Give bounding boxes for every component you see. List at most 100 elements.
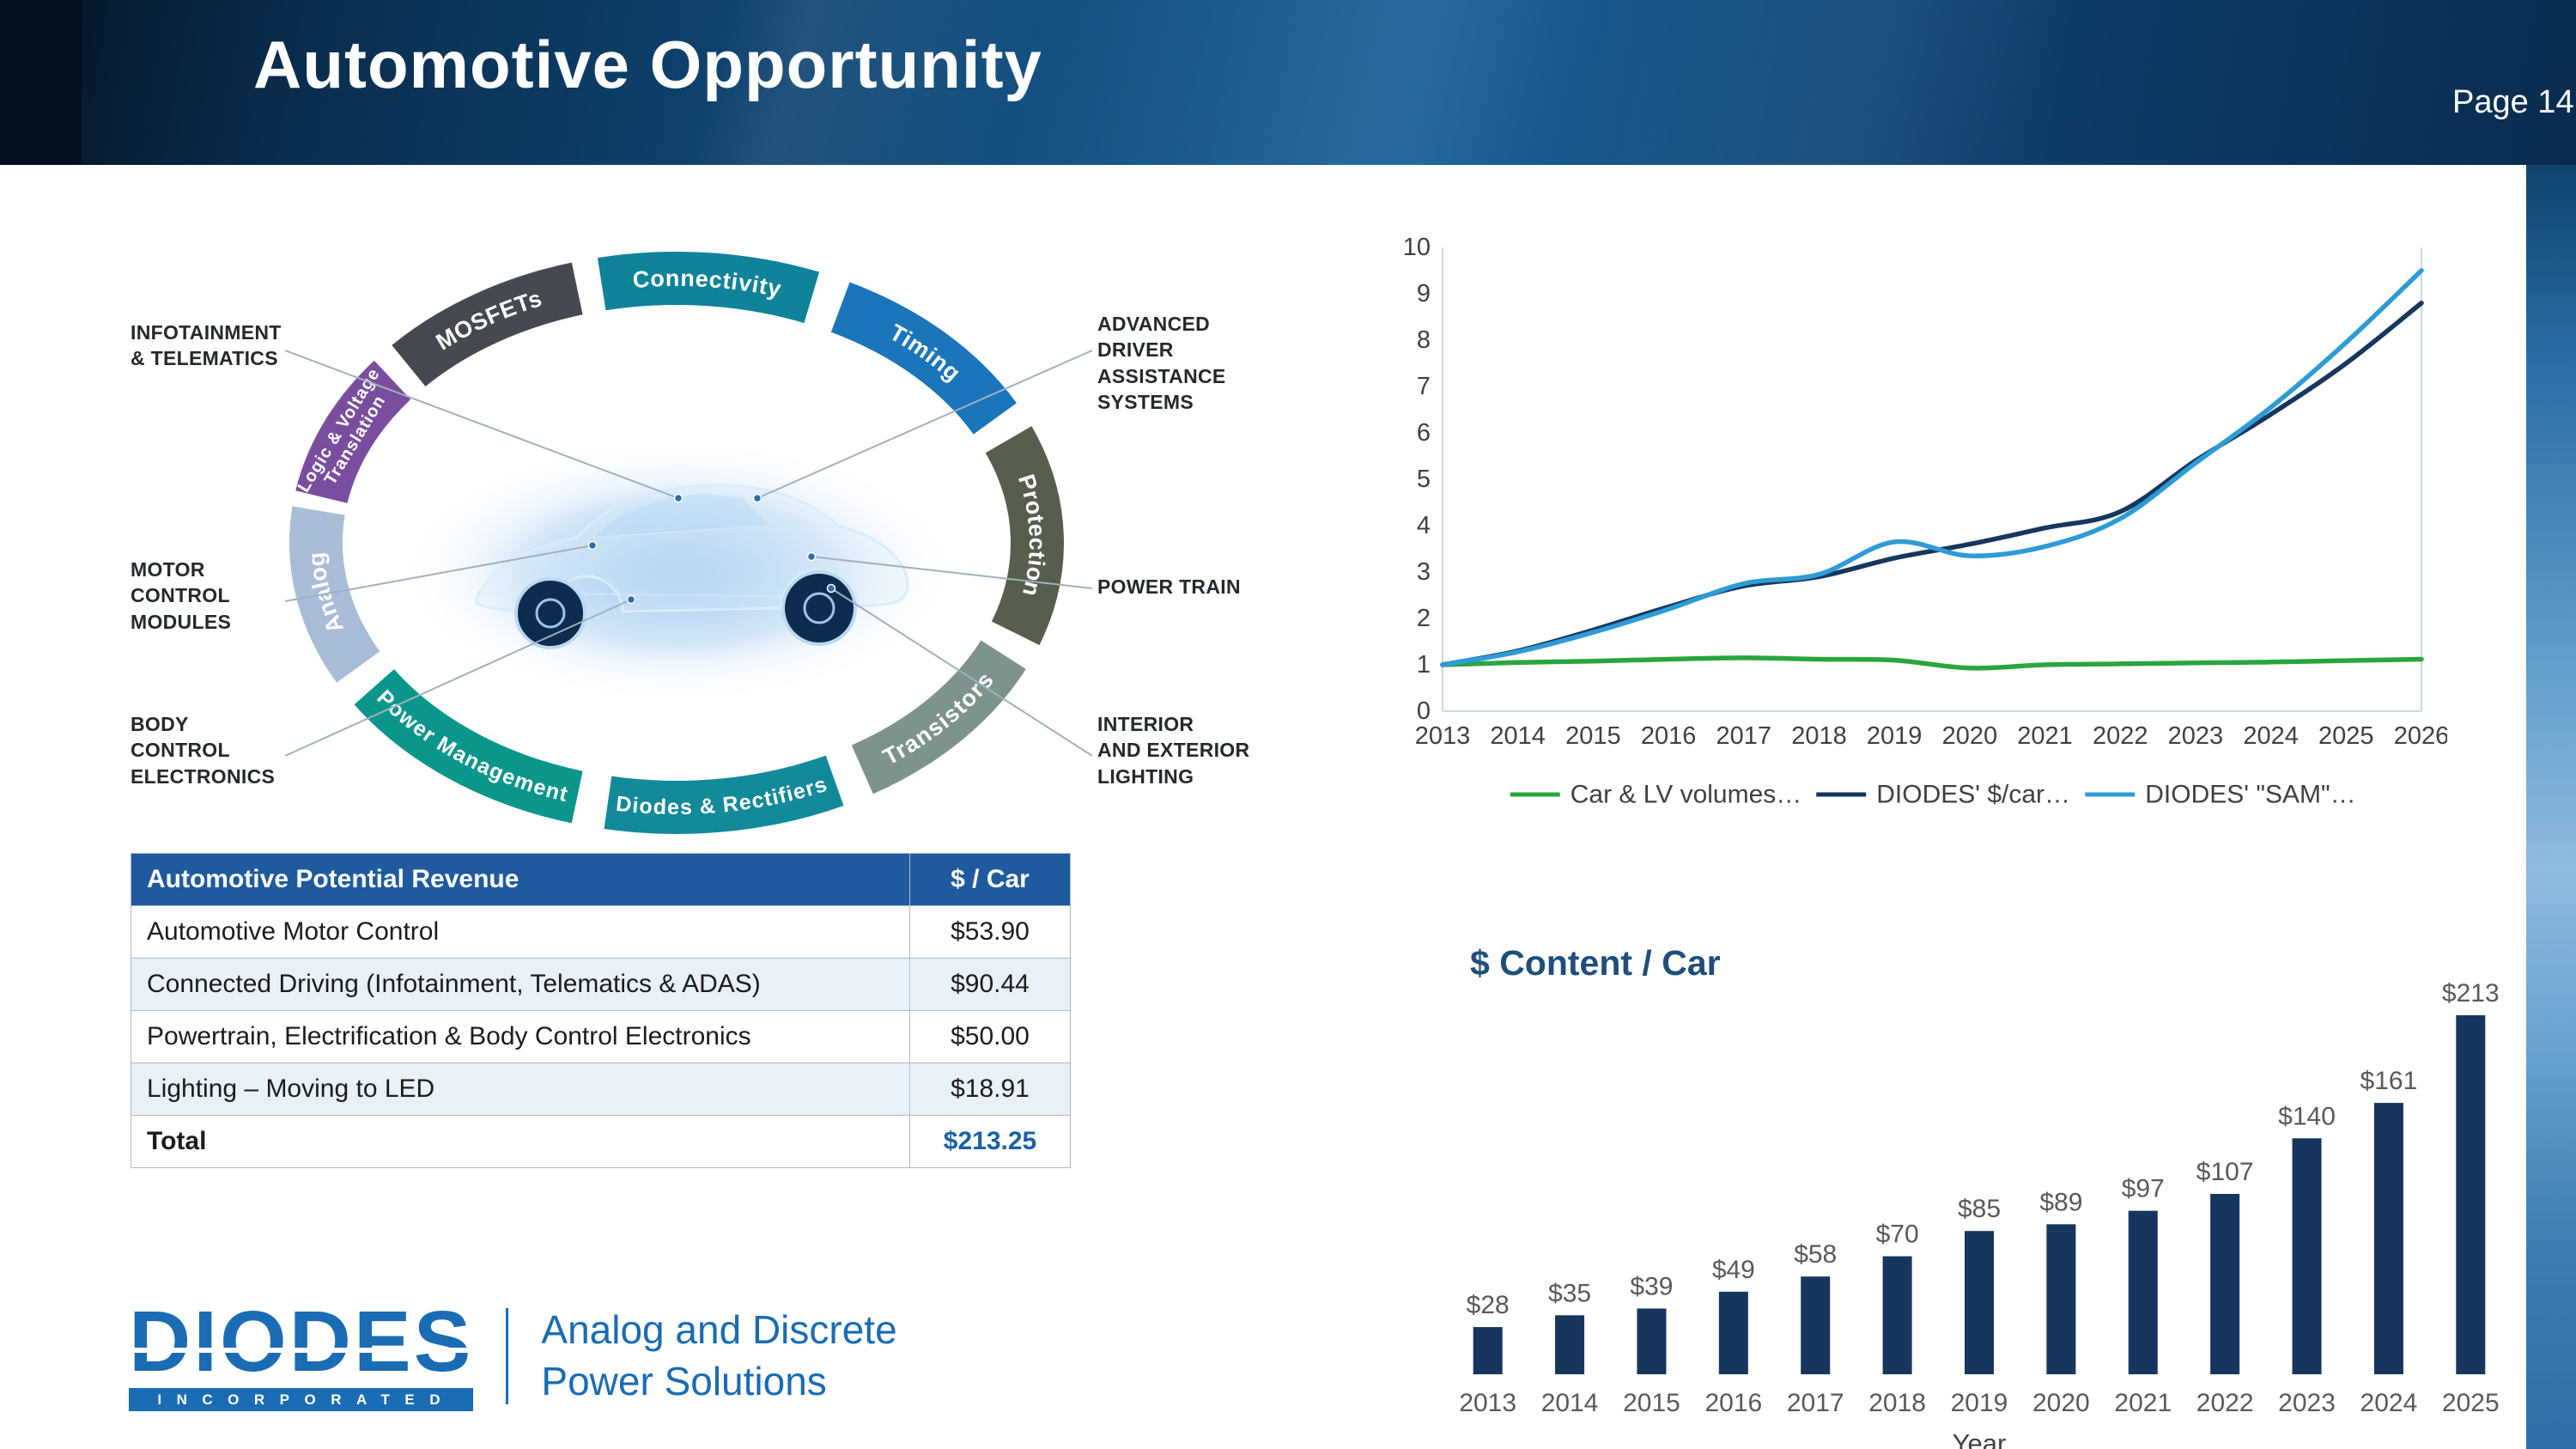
growth-line-chart: 0 1 2 3 4 5 6 7 8 9 10 2013 2014 2015 2016 2017 2018 2019… xyxy=(1382,230,2450,853)
leader-line xyxy=(284,545,593,602)
x-axis-ticks: 2013 2014 2015 2016 2017 2018 2019 2020 2021 2022… xyxy=(1415,722,2450,750)
bar-value-label: $213 xyxy=(2442,979,2500,1008)
x-tick-label: 2016 xyxy=(1641,722,1697,750)
table-row: Powertrain, Electrification & Body Contr… xyxy=(131,1010,1071,1063)
leader-line xyxy=(811,556,1093,589)
bar-value-label: $35 xyxy=(1548,1279,1591,1307)
y-tick-label: 1 xyxy=(1417,651,1431,679)
connection-dot xyxy=(826,583,836,594)
bar-x-label: 2025 xyxy=(2442,1389,2500,1417)
bar-x-label: 2021 xyxy=(2114,1389,2172,1417)
bar-value-label: $97 xyxy=(2122,1175,2165,1203)
bar-x-label: 2018 xyxy=(1868,1389,1926,1417)
table-header-row: Automotive Potential Revenue $ / Car xyxy=(131,853,1071,906)
x-tick-label: 2020 xyxy=(1942,722,1998,750)
series-line-car-lv-volumes xyxy=(1440,655,2424,671)
bar-x-label: 2020 xyxy=(2032,1389,2090,1417)
y-tick-label: 7 xyxy=(1417,373,1431,400)
y-axis-ticks: 0 1 2 3 4 5 6 7 8 9 10 xyxy=(1403,234,1431,725)
series-line-diodes-car xyxy=(1440,301,2424,667)
y-tick-label: 9 xyxy=(1417,280,1431,307)
y-tick-label: 3 xyxy=(1417,558,1431,586)
bar-value-label: $39 xyxy=(1630,1272,1673,1300)
row-value: $53.90 xyxy=(909,905,1071,959)
leader-line xyxy=(284,350,679,499)
callout-advanced-driver-assistance-systems: ADVANCED DRIVER ASSISTANCE SYSTEMS xyxy=(1097,313,1226,414)
table-row: Lighting – Moving to LED $18.91 xyxy=(131,1062,1071,1116)
legend: Car & LV volumes… DIODES' $/car… DIODES' "… xyxy=(1510,781,2356,809)
segment-arc-protection xyxy=(985,426,1064,646)
bar-value-label: $161 xyxy=(2360,1067,2418,1095)
right-gradient-band xyxy=(2526,0,2576,1449)
x-axis-title: Year xyxy=(1953,1428,2007,1449)
segment-arc-diodes-rectifiers xyxy=(604,755,844,834)
diodes-logo: DIODES INCORPORATED Analog and Discrete … xyxy=(129,1299,897,1411)
table-header-per-car: $ / Car xyxy=(909,853,1071,906)
leader-line xyxy=(756,350,1093,499)
bar-2015 xyxy=(1637,1308,1667,1374)
row-value: $50.00 xyxy=(909,1010,1071,1063)
bar-2014 xyxy=(1555,1315,1585,1374)
automotive-segments-diagram: MOSFETsConnectivityTimingProtectionTrans… xyxy=(284,251,1093,834)
logo-divider xyxy=(506,1308,509,1404)
row-label: Automotive Motor Control xyxy=(131,905,910,959)
x-tick-label: 2021 xyxy=(2017,722,2073,750)
bar-value-label: $85 xyxy=(1958,1195,2001,1223)
total-value: $213.25 xyxy=(909,1115,1071,1168)
x-tick-label: 2024 xyxy=(2243,722,2299,750)
bar-2017 xyxy=(1801,1276,1831,1374)
potential-revenue-table: Automotive Potential Revenue $ / Car Aut… xyxy=(131,853,1071,1168)
bar-value-label: $70 xyxy=(1876,1221,1919,1249)
callout-body-control-electronics: BODY CONTROL ELECTRONICS xyxy=(131,713,276,788)
bar-2020 xyxy=(2046,1224,2076,1374)
y-tick-label: 5 xyxy=(1417,466,1431,493)
leader-line xyxy=(830,588,1093,757)
bar-2019 xyxy=(1965,1231,1994,1374)
bar-x-label: 2019 xyxy=(1951,1389,2008,1417)
connection-dot xyxy=(587,540,598,551)
segment-arc-mosfets xyxy=(392,262,583,387)
page-number: Page 14 xyxy=(2452,84,2574,120)
legend-label-diodes-sam: DIODES' "SAM"… xyxy=(2145,781,2355,809)
bar-value-label: $107 xyxy=(2196,1158,2254,1186)
segment-arc-analog xyxy=(289,506,380,683)
content-per-car-bar-chart-svg: $28 2013 $35 2014 $39 2015 $49 2016 $58 2017 $70 20… xyxy=(1459,979,2500,1449)
content-per-car-bar-chart: $28 2013 $35 2014 $39 2015 $49 2016 $58 2017 $70 20… xyxy=(1408,979,2550,1449)
callout-infotainment-telematics: INFOTAINMENT & TELEMATICS xyxy=(131,321,282,370)
growth-line-chart-svg: 0 1 2 3 4 5 6 7 8 9 10 2013 2014 2015 2016 2017 2018 2019… xyxy=(1403,234,2450,809)
x-tick-label: 2018 xyxy=(1791,722,1847,750)
x-tick-label: 2017 xyxy=(1716,722,1772,750)
table-row: Connected Driving (Infotainment, Telemat… xyxy=(131,958,1071,1011)
x-tick-label: 2022 xyxy=(2093,722,2148,750)
incorporated-bar: INCORPORATED xyxy=(129,1388,474,1411)
bar-value-label: $58 xyxy=(1794,1240,1837,1269)
legend-label-diodes-car: DIODES' $/car… xyxy=(1876,781,2070,809)
leader-line xyxy=(284,599,632,757)
segment-arc-transistors xyxy=(851,640,1026,795)
car-illustration xyxy=(475,484,909,649)
bar-x-label: 2024 xyxy=(2360,1389,2418,1417)
x-tick-label: 2025 xyxy=(2318,722,2374,750)
connection-dot xyxy=(806,551,817,562)
row-label: Connected Driving (Infotainment, Telemat… xyxy=(131,958,910,1011)
bar-x-label: 2015 xyxy=(1623,1389,1680,1417)
segment-arc-logic-voltage-translation xyxy=(295,360,411,504)
y-tick-label: 0 xyxy=(1417,697,1431,725)
tagline-line-1: Analog and Discrete xyxy=(541,1307,897,1353)
row-value: $90.44 xyxy=(909,958,1071,1011)
bar-chart-title: $ Content / Car xyxy=(1470,943,1721,983)
tagline-line-2: Power Solutions xyxy=(541,1359,827,1403)
logo-tagline: Analog and Discrete Power Solutions xyxy=(541,1305,896,1408)
bar-2023 xyxy=(2292,1138,2322,1374)
bar-x-label: 2023 xyxy=(2278,1389,2336,1417)
x-tick-label: 2015 xyxy=(1565,722,1621,750)
axes xyxy=(1442,247,2422,712)
bar-x-label: 2014 xyxy=(1541,1389,1599,1417)
series-line-diodes-sam xyxy=(1440,268,2424,667)
bar-2013 xyxy=(1473,1327,1503,1374)
y-tick-label: 10 xyxy=(1403,234,1431,261)
segment-arc-connectivity xyxy=(597,251,820,324)
y-tick-label: 2 xyxy=(1417,605,1431,632)
x-tick-label: 2023 xyxy=(2168,722,2224,750)
